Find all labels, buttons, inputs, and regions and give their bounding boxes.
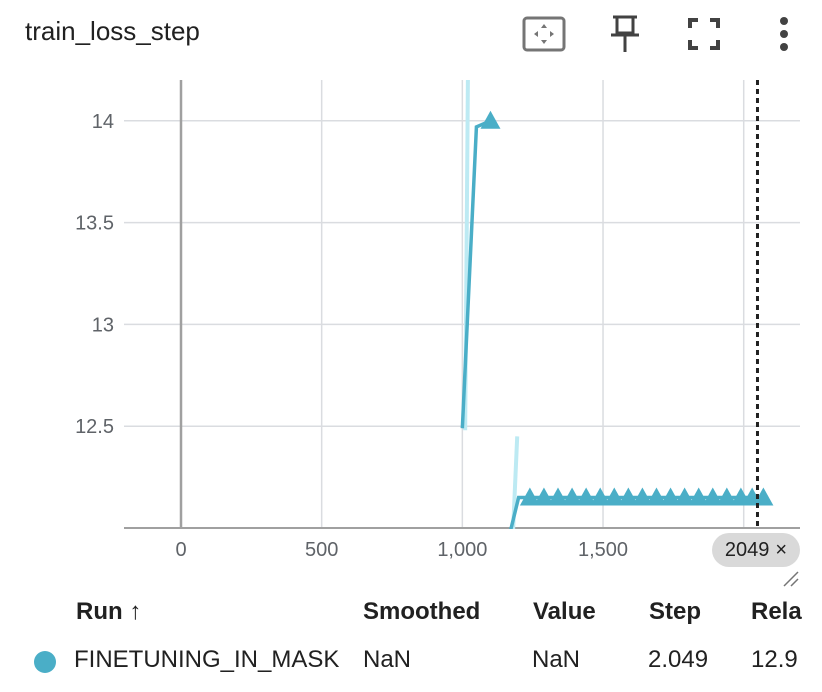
column-header-smoothed[interactable]: Smoothed: [363, 598, 481, 625]
run-data-table: Run ↑ Smoothed Value Step Rela FINETUNIN…: [0, 590, 822, 692]
resize-handle-icon[interactable]: [782, 570, 800, 588]
chart-title: train_loss_step: [25, 16, 200, 46]
triangle-marker: [576, 487, 597, 506]
selected-step-label: 2049: [724, 538, 770, 561]
triangle-marker: [632, 487, 653, 506]
triangle-marker: [519, 487, 540, 506]
raw-value: NaN: [532, 646, 581, 673]
selected-step-chip[interactable]: 2049 ×: [712, 533, 800, 567]
run-color-swatch[interactable]: [34, 651, 56, 673]
column-header-step[interactable]: Step: [649, 598, 702, 625]
y-tick-label: 13.5: [75, 213, 114, 235]
triangle-marker: [660, 487, 681, 506]
card-toolbar: [0, 12, 822, 56]
triangle-marker: [674, 487, 695, 506]
line-chart[interactable]: 12.5 13 13.5 14 0 500 1,000 1,500: [0, 0, 822, 600]
column-header-value[interactable]: Value: [533, 598, 596, 625]
triangle-marker: [604, 487, 625, 506]
triangle-marker: [548, 487, 569, 506]
y-tick-label: 14: [92, 111, 114, 133]
pin-icon: [611, 15, 639, 52]
x-tick-label: 1,000: [437, 539, 487, 561]
triangle-marker: [533, 487, 554, 506]
pin-button[interactable]: [603, 12, 647, 56]
triangle-marker: [618, 487, 639, 506]
x-tick-label: 500: [305, 539, 338, 561]
more-options-button[interactable]: [762, 12, 806, 56]
fullscreen-icon: [688, 18, 720, 50]
fit-to-domain-icon: [522, 16, 566, 52]
fit-to-domain-button[interactable]: [522, 12, 566, 56]
column-header-run[interactable]: Run ↑: [76, 598, 142, 625]
triangle-marker: [716, 487, 737, 506]
y-tick-label: 13: [92, 314, 114, 336]
step-value: 2.049: [648, 646, 709, 673]
run-name: FINETUNING_IN_MASK: [74, 646, 340, 673]
smoothed-value: NaN: [363, 646, 412, 673]
relative-value: 12.9: [751, 646, 798, 673]
triangle-marker: [590, 487, 611, 506]
triangle-marker: [688, 487, 709, 506]
fullscreen-button[interactable]: [682, 12, 726, 56]
triangle-marker: [753, 487, 774, 506]
close-icon[interactable]: ×: [775, 538, 788, 561]
more-vert-icon: [780, 17, 788, 51]
triangle-marker: [562, 487, 583, 506]
y-tick-label: 12.5: [75, 416, 114, 438]
triangle-marker: [480, 110, 501, 129]
x-tick-label: 0: [175, 539, 186, 561]
triangle-marker: [702, 487, 723, 506]
column-header-relative[interactable]: Rela: [751, 598, 802, 625]
triangle-marker: [646, 487, 667, 506]
x-tick-label: 1,500: [578, 539, 628, 561]
